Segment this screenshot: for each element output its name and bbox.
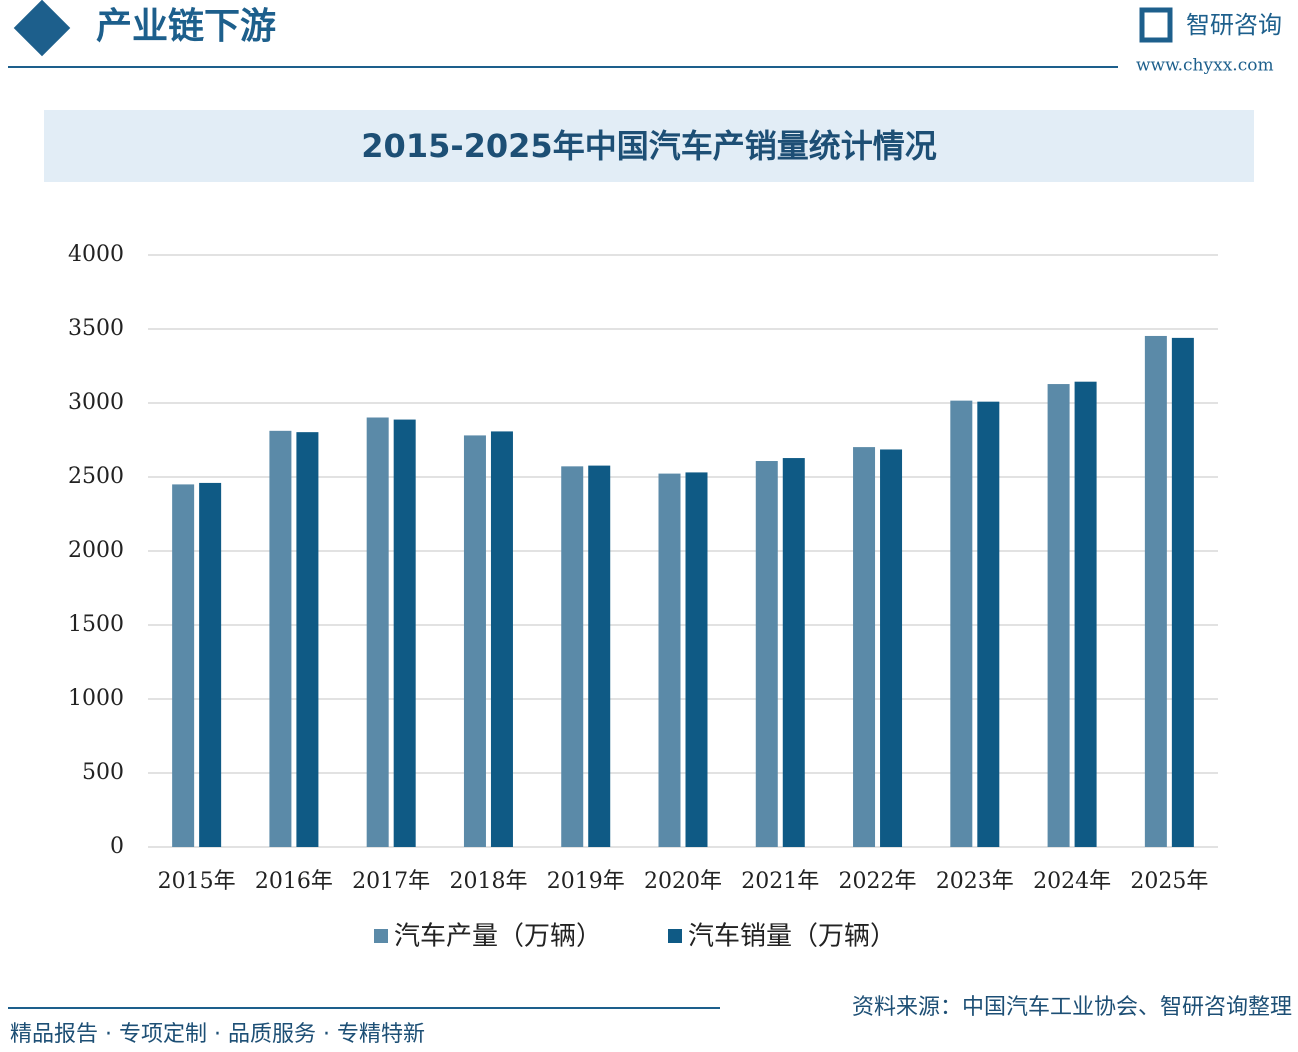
brand-logo <box>1139 7 1173 43</box>
x-tick-label: 2022年 <box>839 869 917 894</box>
chart-title: 2015-2025年中国汽车产销量统计情况 <box>361 127 936 165</box>
bar <box>950 400 973 847</box>
x-tick-label: 2015年 <box>158 869 236 894</box>
bar <box>269 430 292 847</box>
title-band <box>44 110 1254 182</box>
x-tick-label: 2018年 <box>449 869 527 894</box>
x-tick-label: 2017年 <box>352 869 430 894</box>
bar <box>393 419 416 847</box>
legend-label: 汽车销量（万辆） <box>688 922 896 952</box>
bar <box>490 431 513 847</box>
bar <box>561 466 584 847</box>
bar <box>782 458 805 847</box>
x-tick-label: 2021年 <box>741 869 819 894</box>
x-tick-label: 2020年 <box>644 869 722 894</box>
source-note: 资料来源：中国汽车工业协会、智研咨询整理 <box>852 995 1292 1020</box>
y-tick-label: 0 <box>110 834 124 859</box>
y-tick-label: 500 <box>82 760 124 785</box>
bar <box>1047 384 1070 847</box>
y-tick-label: 2500 <box>68 464 124 489</box>
bar <box>880 449 903 847</box>
brand-url: www.chyxx.com <box>1136 56 1274 76</box>
bar <box>755 461 778 847</box>
legend-swatch <box>374 929 388 943</box>
bar <box>172 484 195 847</box>
bar <box>658 473 681 847</box>
y-tick-label: 3500 <box>68 316 124 341</box>
x-tick-label: 2016年 <box>255 869 333 894</box>
y-tick-label: 1000 <box>68 686 124 711</box>
legend-swatch <box>668 929 682 943</box>
bar <box>463 435 486 847</box>
footer-slogan: 精品报告 · 专项定制 · 品质服务 · 专精特新 <box>10 1022 425 1047</box>
x-tick-label: 2019年 <box>547 869 625 894</box>
bar <box>1074 381 1097 847</box>
bar <box>366 417 389 847</box>
x-tick-label: 2025年 <box>1130 869 1208 894</box>
section-title: 产业链下游 <box>96 6 276 47</box>
y-tick-label: 1500 <box>68 612 124 637</box>
bar <box>853 447 876 847</box>
x-tick-label: 2024年 <box>1033 869 1111 894</box>
bar <box>1144 335 1167 847</box>
bar <box>199 482 222 847</box>
y-tick-label: 2000 <box>68 538 124 563</box>
brand-name: 智研咨询 <box>1186 11 1282 39</box>
x-tick-label: 2023年 <box>936 869 1014 894</box>
bar <box>588 465 611 847</box>
bar <box>977 401 1000 847</box>
bar <box>296 432 319 847</box>
legend-label: 汽车产量（万辆） <box>394 922 602 952</box>
bar <box>685 472 708 847</box>
bar <box>1171 337 1194 847</box>
header-icon <box>13 0 71 57</box>
y-tick-label: 3000 <box>68 390 124 415</box>
y-tick-label: 4000 <box>68 242 124 267</box>
